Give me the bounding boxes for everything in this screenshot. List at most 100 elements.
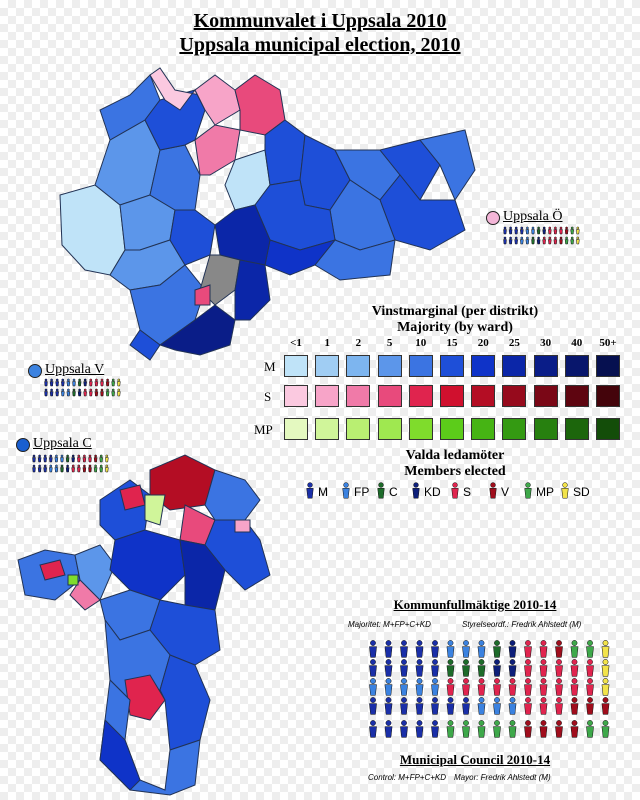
- member-icon: [32, 464, 36, 473]
- member-icon: [369, 659, 377, 677]
- member-icon: [503, 236, 507, 245]
- council-majority-sv: Majoritet: M+FP+C+KD: [348, 620, 431, 629]
- c-ward-n4: [144, 494, 166, 526]
- legend-swatch: [596, 355, 620, 377]
- member-icon: [342, 482, 350, 499]
- legend-swatch: [596, 385, 620, 407]
- member-icon: [99, 454, 103, 463]
- legend-swatch: [502, 385, 527, 407]
- member-icon: [44, 388, 48, 397]
- council-control-en: Control: M+FP+C+KD: [368, 773, 447, 782]
- member-icon: [564, 226, 569, 235]
- member-icon: [37, 464, 42, 473]
- member-icon: [71, 464, 75, 473]
- party-label: S: [463, 485, 472, 499]
- member-icon: [570, 226, 574, 235]
- member-icon: [82, 464, 87, 473]
- member-icon: [369, 720, 377, 738]
- legend-title-en: Majority (by ward): [397, 320, 513, 335]
- member-icon: [105, 378, 110, 387]
- member-icon: [508, 236, 513, 245]
- member-icon: [570, 236, 574, 245]
- member-icon: [415, 697, 424, 715]
- member-icon: [77, 464, 81, 473]
- member-icon: [400, 720, 408, 738]
- member-icon: [570, 678, 579, 696]
- member-icon: [520, 236, 524, 245]
- member-icon: [60, 454, 64, 463]
- member-icon: [555, 640, 563, 658]
- legend-swatch: [315, 385, 340, 407]
- member-icon: [89, 378, 93, 387]
- title-english: Uppsala municipal election, 2010: [179, 34, 461, 56]
- legend-swatch: [346, 355, 371, 377]
- member-icon: [548, 226, 552, 235]
- member-icon: [446, 697, 455, 715]
- members-title-en: Members elected: [404, 464, 506, 479]
- party-label: M: [318, 485, 328, 499]
- member-icon: [555, 697, 563, 715]
- member-icon: [553, 236, 558, 245]
- member-icon: [531, 236, 535, 245]
- member-icon: [72, 378, 76, 387]
- c-ward-e2: [234, 519, 251, 533]
- member-icon: [66, 378, 71, 387]
- council-mayor-en: Mayor: Fredrik Ahlstedt (M): [454, 773, 551, 782]
- member-icon: [384, 678, 393, 696]
- member-icon: [49, 388, 54, 397]
- legend-swatch: [471, 385, 496, 407]
- legend-swatch: [533, 418, 558, 440]
- member-icon: [570, 659, 579, 677]
- legend-swatch: [440, 355, 464, 377]
- legend-swatch: [564, 355, 589, 377]
- legend-swatch: [564, 385, 589, 407]
- member-icon: [462, 640, 470, 658]
- member-icon: [61, 388, 65, 397]
- member-icon: [54, 464, 59, 473]
- party-label: V: [501, 485, 510, 499]
- member-icon: [117, 388, 121, 397]
- legend-swatch: [408, 418, 433, 440]
- member-icon: [94, 388, 99, 397]
- member-icon: [576, 226, 580, 235]
- member-icon: [54, 454, 59, 463]
- member-icon: [431, 659, 439, 677]
- member-icon: [525, 226, 530, 235]
- member-icon: [548, 236, 552, 245]
- legend-swatch: [533, 355, 558, 377]
- legend-swatch: [346, 385, 371, 407]
- legend-swatch: [440, 418, 464, 440]
- member-icon: [431, 720, 439, 738]
- member-icon: [508, 678, 517, 696]
- member-icon: [576, 236, 580, 245]
- member-icon: [462, 697, 470, 715]
- ward-east-3: [379, 139, 441, 201]
- member-icon: [601, 697, 610, 715]
- member-icon: [462, 659, 470, 677]
- member-icon: [524, 640, 532, 658]
- member-icon: [542, 226, 546, 235]
- ward-south-3: [129, 329, 161, 361]
- member-icon: [100, 388, 104, 397]
- member-icon: [601, 640, 610, 658]
- member-icon: [559, 236, 563, 245]
- member-icon: [561, 482, 569, 499]
- member-icon: [508, 697, 517, 715]
- ward-east-4: [419, 129, 476, 202]
- member-icon: [431, 678, 439, 696]
- title-swedish: Kommunvalet i Uppsala 2010: [193, 10, 447, 32]
- legend-row-label: M: [264, 359, 276, 374]
- member-icon: [369, 697, 377, 715]
- member-icon: [559, 226, 563, 235]
- member-icon: [489, 482, 497, 499]
- member-icon: [586, 659, 594, 677]
- member-icon: [531, 226, 535, 235]
- member-icon: [536, 226, 541, 235]
- ward-east-5: [379, 174, 466, 251]
- member-icon: [49, 378, 54, 387]
- member-icon: [400, 640, 408, 658]
- c-ward-s5: [99, 718, 141, 791]
- member-icon: [446, 640, 455, 658]
- threshold-label: 20: [477, 337, 489, 349]
- member-icon: [524, 659, 532, 677]
